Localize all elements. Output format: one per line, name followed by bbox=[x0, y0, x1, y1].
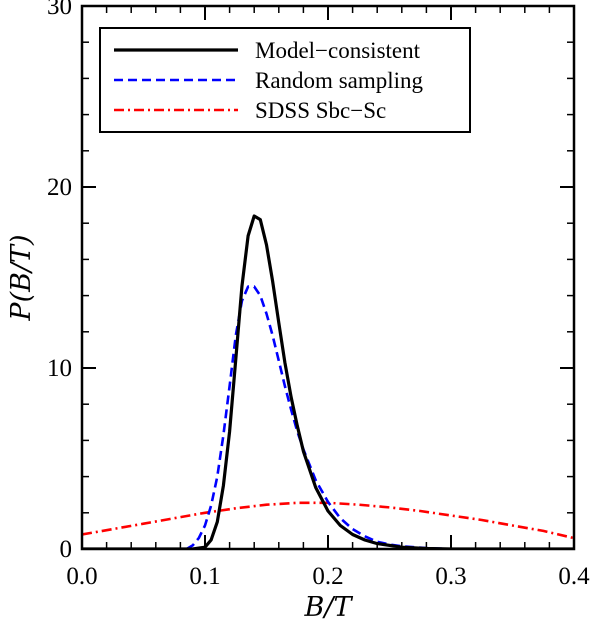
y-axis-label: P(B/T) bbox=[6, 234, 37, 321]
legend-label: SDSS Sbc−Sc bbox=[255, 98, 386, 123]
x-tick-label: 0.0 bbox=[66, 563, 97, 590]
series-layer bbox=[82, 214, 574, 549]
series-line-0 bbox=[82, 214, 574, 549]
legend: Model−consistent Random sampling SDSS Sbc−… bbox=[99, 27, 471, 133]
y-tick-label: 30 bbox=[47, 0, 72, 20]
x-tick-label: 0.1 bbox=[189, 563, 220, 590]
legend-label: Model−consistent bbox=[255, 38, 421, 63]
y-tick-label: 0 bbox=[60, 536, 73, 563]
y-tick-label: 20 bbox=[47, 174, 72, 201]
y-tick-label: 10 bbox=[47, 355, 72, 382]
x-tick-label: 0.4 bbox=[558, 563, 590, 590]
legend-label: Random sampling bbox=[255, 68, 424, 93]
x-axis-label: B/T bbox=[304, 592, 354, 623]
series-line-1 bbox=[185, 285, 452, 549]
x-tick-label: 0.2 bbox=[312, 563, 343, 590]
axis-layer: 0.0 0.1 0.2 0.3 0.4 0 10 20 30 bbox=[47, 0, 590, 590]
x-tick-label: 0.3 bbox=[435, 563, 466, 590]
